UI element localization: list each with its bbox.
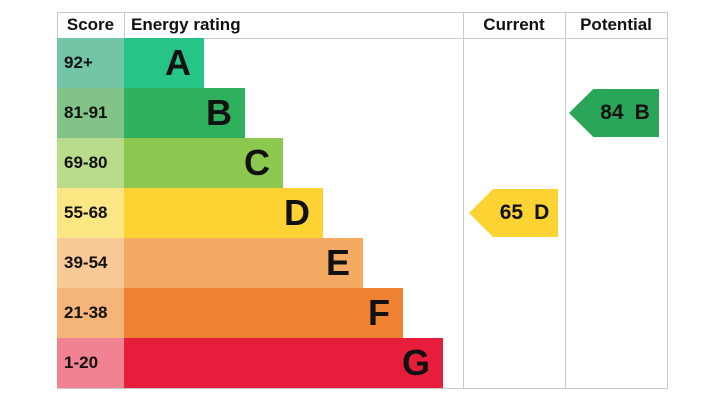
energy-band-bar-b: B xyxy=(124,88,245,138)
band-row-f: 21-38 F xyxy=(57,288,403,338)
band-row-d: 55-68 D xyxy=(57,188,323,238)
energy-band-bar-g: G xyxy=(124,338,443,388)
score-range-d: 55-68 xyxy=(57,188,124,238)
band-row-a: 92+ A xyxy=(57,38,204,88)
score-range-a: 92+ xyxy=(57,38,124,88)
band-row-b: 81-91 B xyxy=(57,88,245,138)
energy-band-bar-d: D xyxy=(124,188,323,238)
energy-band-bar-c: C xyxy=(124,138,283,188)
table-top-border xyxy=(57,12,668,13)
current-column-divider xyxy=(565,12,566,389)
current-rating-arrow: 65 D xyxy=(469,189,558,237)
score-range-c: 69-80 xyxy=(57,138,124,188)
score-range-e: 39-54 xyxy=(57,238,124,288)
score-range-f: 21-38 xyxy=(57,288,124,338)
potential-column-header: Potential xyxy=(580,15,652,34)
band-row-e: 39-54 E xyxy=(57,238,363,288)
energy-column-divider xyxy=(463,12,464,389)
potential-score: 84 xyxy=(600,101,624,124)
energy-band-bar-e: E xyxy=(124,238,363,288)
potential-rating-value: 84 B xyxy=(578,101,650,125)
potential-rating-arrow: 84 B xyxy=(569,89,659,137)
current-score: 65 xyxy=(499,201,524,224)
table-right-border xyxy=(667,12,668,389)
score-column-header: Score xyxy=(66,15,115,34)
current-column-header: Current xyxy=(483,15,545,34)
energy-rating-column-header: Energy rating xyxy=(131,15,241,34)
current-band-letter: D xyxy=(534,201,550,224)
potential-band-letter: B xyxy=(634,101,650,124)
table-bottom-border xyxy=(57,388,668,389)
energy-band-bar-a: A xyxy=(124,38,204,88)
current-rating-value: 65 D xyxy=(478,201,550,225)
band-row-g: 1-20 G xyxy=(57,338,443,388)
score-range-b: 81-91 xyxy=(57,88,124,138)
header-bottom-border xyxy=(57,38,668,39)
band-row-c: 69-80 C xyxy=(57,138,283,188)
score-range-g: 1-20 xyxy=(57,338,124,388)
energy-band-bar-f: F xyxy=(124,288,403,338)
